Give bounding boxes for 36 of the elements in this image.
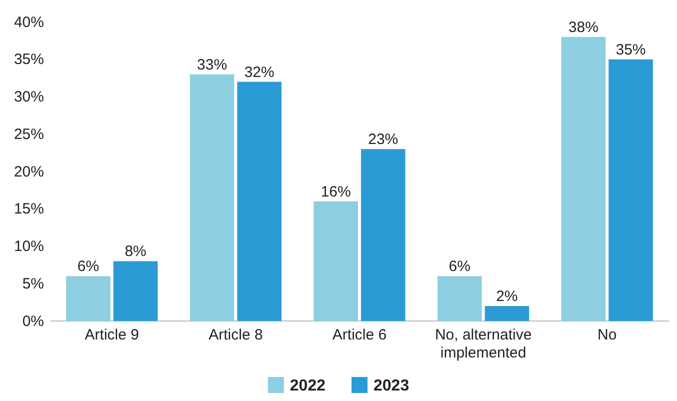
data-label: 2% [496,288,518,306]
data-label: 8% [124,243,146,260]
data-label: 16% [320,183,351,200]
y-tick-label: 5% [22,275,44,292]
data-label: 6% [448,258,470,276]
data-label: 32% [244,64,274,81]
bar [561,36,606,321]
x-tick-label: Article 9 [84,326,139,344]
data-label: 33% [197,56,228,74]
bar [437,276,482,321]
bar [608,59,653,321]
bar [237,82,282,321]
y-tick-label: 35% [14,51,44,68]
bar [190,74,234,321]
data-label: 6% [77,258,100,276]
y-tick-label: 40% [14,14,44,31]
x-tick-label: No [598,326,617,344]
x-tick-label: Article 8 [208,326,263,344]
bar [361,149,406,321]
data-label: 38% [568,18,598,36]
bar [66,276,110,321]
y-tick-label: 25% [14,126,44,143]
y-tick-label: 20% [14,163,44,180]
y-tick-label: 0% [22,312,44,330]
legend-label: 2023 [374,378,410,395]
data-label: 23% [368,131,398,148]
y-tick-label: 15% [14,200,44,218]
bar [113,261,158,321]
y-tick-label: 10% [14,238,44,256]
data-label: 35% [616,41,646,58]
y-tick-label: 30% [14,88,44,106]
x-tick-label: Article 6 [332,326,387,344]
bar [484,306,530,321]
legend-label: 2022 [290,378,326,395]
x-tick-label: No, alternative implemented [434,326,532,362]
bar [314,201,358,321]
